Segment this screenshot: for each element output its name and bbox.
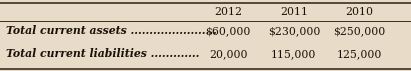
Text: Total current liabilities .............: Total current liabilities ............. <box>6 48 199 59</box>
Text: $230,000: $230,000 <box>268 26 320 36</box>
Text: $60,000: $60,000 <box>206 26 251 36</box>
Text: 2010: 2010 <box>346 7 374 17</box>
Text: 115,000: 115,000 <box>271 49 316 59</box>
Text: 125,000: 125,000 <box>337 49 382 59</box>
Text: $250,000: $250,000 <box>333 26 386 36</box>
Text: 20,000: 20,000 <box>209 49 247 59</box>
Text: 2012: 2012 <box>214 7 242 17</box>
Text: Total current assets .......................: Total current assets ...................… <box>6 25 217 36</box>
Text: 2011: 2011 <box>280 7 308 17</box>
